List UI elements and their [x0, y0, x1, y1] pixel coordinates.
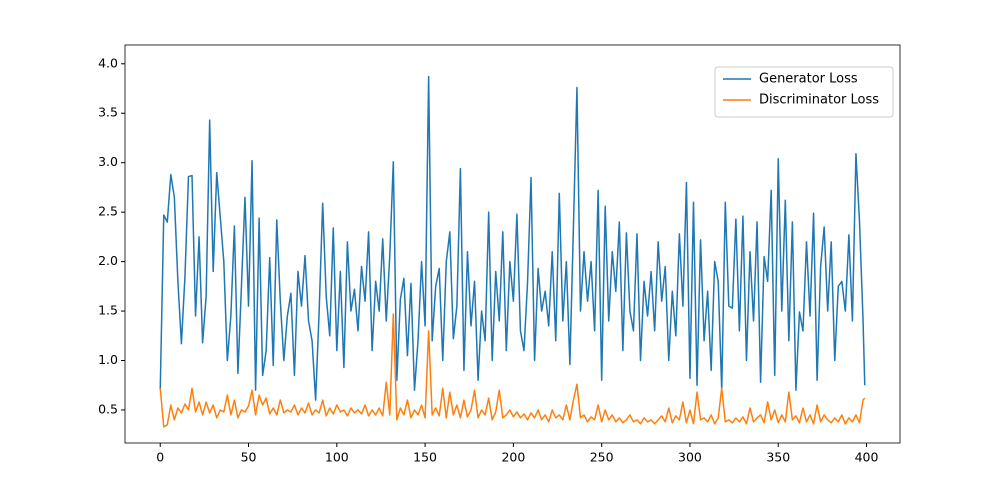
x-tick-label: 350 — [766, 450, 790, 465]
y-tick-label: 3.5 — [98, 105, 118, 120]
data-line — [159, 75, 866, 401]
plot-frame — [124, 44, 901, 444]
y-tick-label: 3.0 — [98, 154, 118, 169]
x-tick-label: 0 — [156, 450, 164, 465]
y-tick-label: 0.5 — [98, 401, 118, 416]
y-tick-label: 2.5 — [98, 204, 118, 219]
x-tick-label: 50 — [241, 450, 257, 465]
y-tick-label: 1.0 — [98, 352, 118, 367]
legend: Generator Loss Discriminator Loss — [714, 66, 894, 118]
x-tick-label: 200 — [501, 450, 525, 465]
y-tick-label: 4.0 — [98, 55, 118, 70]
data-line — [159, 313, 866, 428]
x-tick-label: 150 — [413, 450, 437, 465]
y-tick-label: 1.5 — [98, 303, 118, 318]
x-tick-label: 400 — [855, 450, 879, 465]
legend-box — [714, 66, 894, 118]
x-tick-label: 250 — [590, 450, 614, 465]
x-tick-label: 100 — [325, 450, 349, 465]
legend-label: Generator Loss — [759, 72, 858, 87]
y-tick-label: 2.0 — [98, 253, 118, 268]
x-tick-label: 300 — [678, 450, 702, 465]
legend-label: Discriminator Loss — [759, 93, 879, 108]
